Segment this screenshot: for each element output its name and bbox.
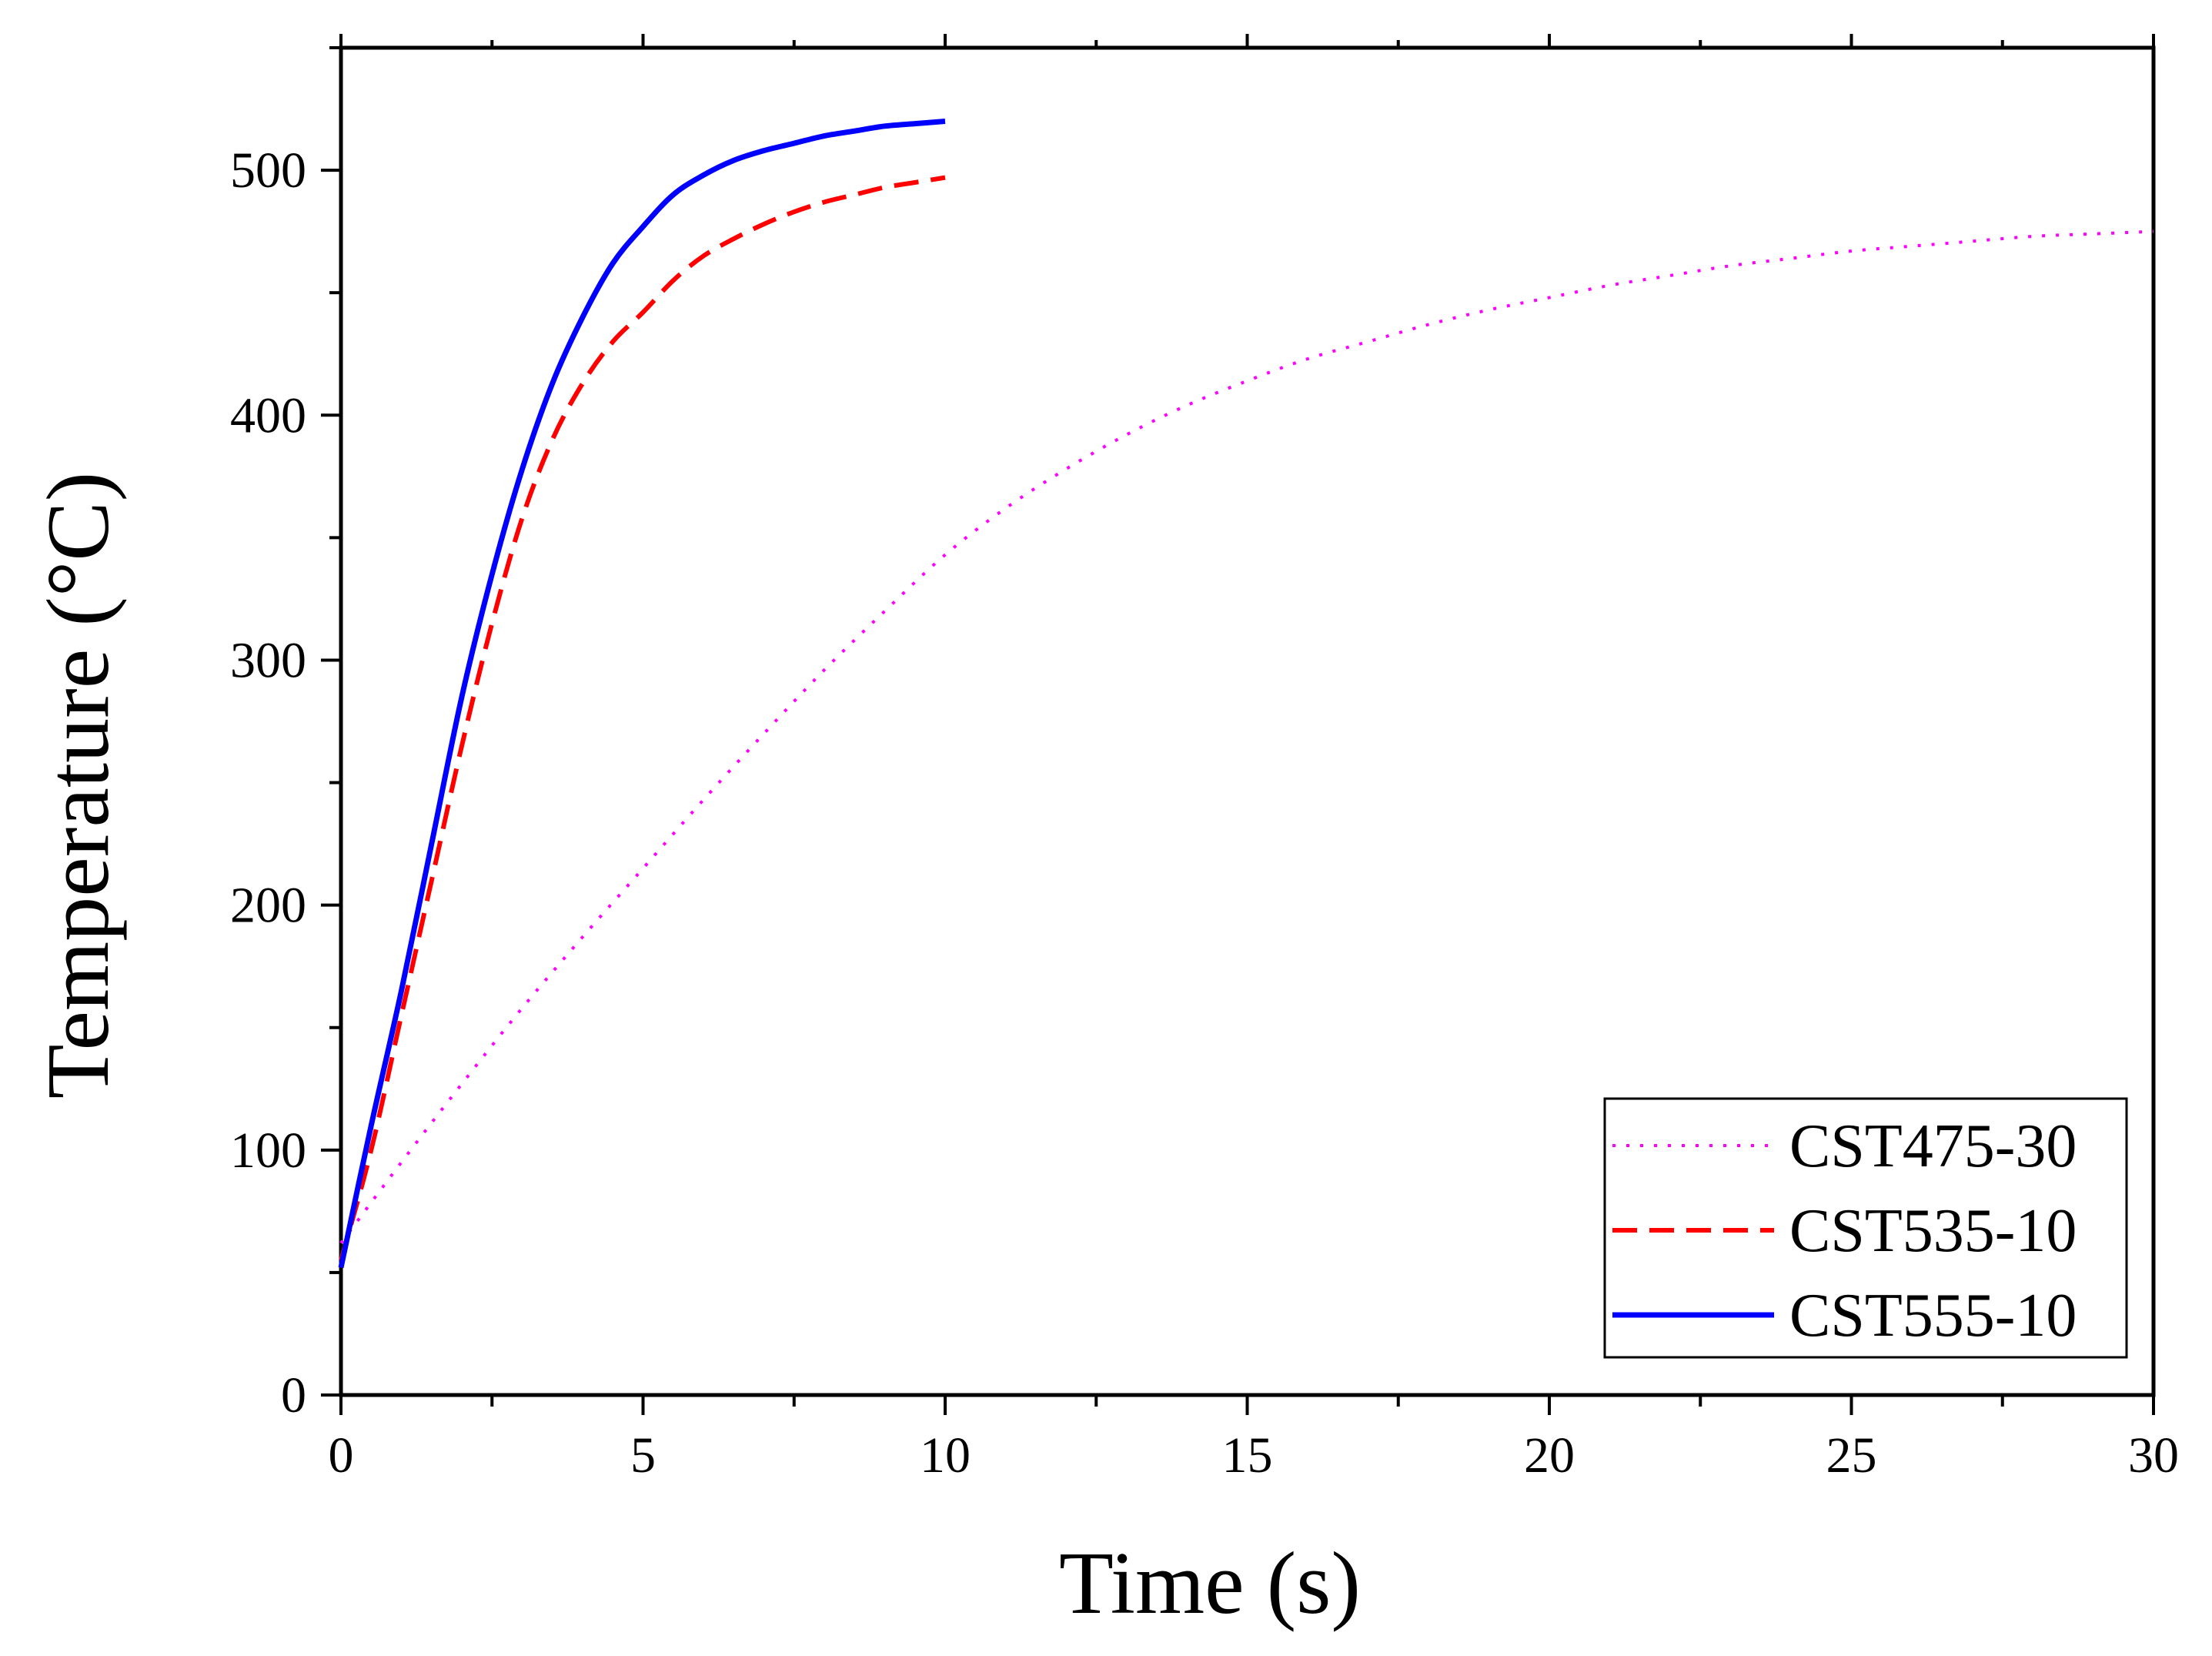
series-line-cst535-10	[339, 175, 946, 1261]
legend: CST475-30 CST535-10 CST555-10	[1603, 1097, 2128, 1359]
series-layer	[338, 118, 2154, 1269]
x-tick-label: 25	[1826, 1427, 1877, 1484]
legend-label-cst475-30: CST475-30	[1789, 1112, 2077, 1180]
x-axis-title: Time (s)	[1059, 1534, 1361, 1633]
x-tick-label: 20	[1524, 1427, 1575, 1484]
legend-label-cst555-10: CST555-10	[1789, 1282, 2077, 1350]
legend-label-cst535-10: CST535-10	[1789, 1197, 2077, 1265]
y-tick-label: 100	[230, 1122, 306, 1179]
y-tick-label: 0	[281, 1367, 306, 1423]
x-tick-label: 0	[329, 1427, 354, 1484]
x-tick-label: 30	[2128, 1427, 2179, 1484]
y-tick-label: 400	[230, 387, 306, 443]
y-tick-label: 200	[230, 878, 306, 934]
series-line-cst475-30	[339, 229, 2154, 1244]
y-tick-label: 300	[230, 632, 306, 688]
x-tick-label: 5	[630, 1427, 656, 1484]
x-tick-label: 15	[1222, 1427, 1273, 1484]
series-line-cst555-10	[338, 118, 946, 1269]
y-axis-title: Temperature (°C)	[29, 472, 128, 1099]
y-tick-label: 500	[230, 142, 306, 199]
x-tick-label: 10	[920, 1427, 971, 1484]
axis-ticks	[321, 34, 2155, 1415]
